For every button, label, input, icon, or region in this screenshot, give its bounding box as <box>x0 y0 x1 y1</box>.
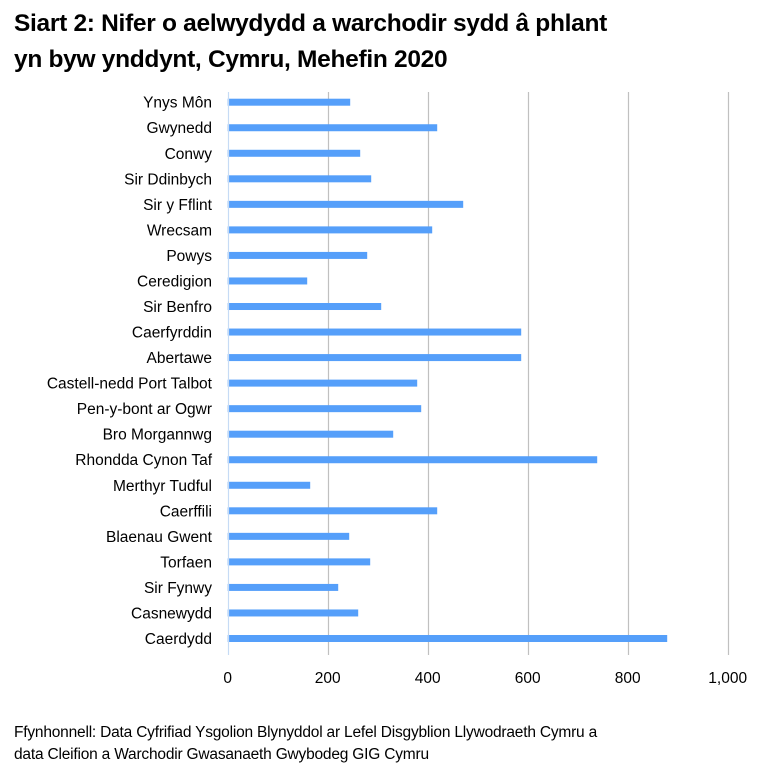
category-label: Castell-nedd Port Talbot <box>47 376 213 393</box>
category-label: Pen-y-bont ar Ogwr <box>77 401 212 418</box>
category-label: Merthyr Tudful <box>113 478 212 495</box>
bar <box>227 635 668 642</box>
bar <box>227 175 372 183</box>
x-tick-label: 600 <box>515 670 541 687</box>
category-label: Conwy <box>165 146 213 163</box>
bar <box>227 405 422 413</box>
bar <box>227 200 464 208</box>
source-note-line-1: Ffynhonnell: Data Cyfrifiad Ysgolion Bly… <box>14 724 598 741</box>
bar <box>227 149 361 157</box>
x-tick-label: 0 <box>223 670 232 687</box>
chart-title: Siart 2: Nifer o aelwydydd a warchodir s… <box>14 6 754 78</box>
bar <box>227 583 339 591</box>
bar <box>227 328 522 336</box>
bar <box>227 481 311 489</box>
category-label: Ynys Môn <box>143 95 212 112</box>
category-label: Sir y Fflint <box>143 197 213 214</box>
source-note-line-2: data Cleifion a Warchodir Gwasanaeth Gwy… <box>14 746 429 763</box>
category-label: Casnewydd <box>131 605 212 622</box>
bar <box>227 124 438 132</box>
category-label: Sir Benfro <box>143 299 212 316</box>
category-label: Rhondda Cynon Taf <box>75 452 212 469</box>
x-tick-label: 1,000 <box>708 670 747 687</box>
bar <box>227 98 351 106</box>
x-tick-label: 200 <box>315 670 341 687</box>
category-label: Powys <box>166 248 212 265</box>
bars <box>227 98 668 642</box>
category-label: Wrecsam <box>147 222 212 239</box>
category-label: Caerfyrddin <box>132 325 212 342</box>
gridlines <box>327 92 730 655</box>
category-label: Gwynedd <box>147 120 212 137</box>
category-label: Caerffili <box>160 503 212 520</box>
category-label: Abertawe <box>147 350 212 367</box>
x-axis-tick-labels: 0 200 400 600 800 1,000 <box>223 670 747 687</box>
bar <box>227 379 418 387</box>
x-tick-label: 400 <box>415 670 441 687</box>
x-tick-label: 800 <box>615 670 641 687</box>
bar <box>227 430 394 438</box>
chart-title-line-2: yn byw ynddynt, Cymru, Mehefin 2020 <box>14 46 448 73</box>
category-label: Torfaen <box>160 554 212 571</box>
category-label: Caerdydd <box>145 631 212 648</box>
bar <box>227 558 371 566</box>
category-labels: Ynys Môn Gwynedd Conwy Sir Ddinbych Sir y Ff… <box>47 95 213 648</box>
bar <box>227 532 350 540</box>
category-label: Blaenau Gwent <box>106 529 213 546</box>
chart-title-line-1: Siart 2: Nifer o aelwydydd a warchodir s… <box>14 10 607 37</box>
bar <box>227 456 598 464</box>
bar <box>227 226 433 234</box>
bar <box>227 507 438 515</box>
category-label: Sir Fynwy <box>144 580 212 597</box>
category-label: Bro Morgannwg <box>103 427 212 444</box>
bar <box>227 251 368 259</box>
bar <box>227 303 382 311</box>
bar <box>227 277 308 285</box>
bar <box>227 354 522 362</box>
category-label: Ceredigion <box>137 273 212 290</box>
category-label: Sir Ddinbych <box>124 171 212 188</box>
bar <box>227 609 359 617</box>
source-note: Ffynhonnell: Data Cyfrifiad Ysgolion Bly… <box>14 722 754 766</box>
